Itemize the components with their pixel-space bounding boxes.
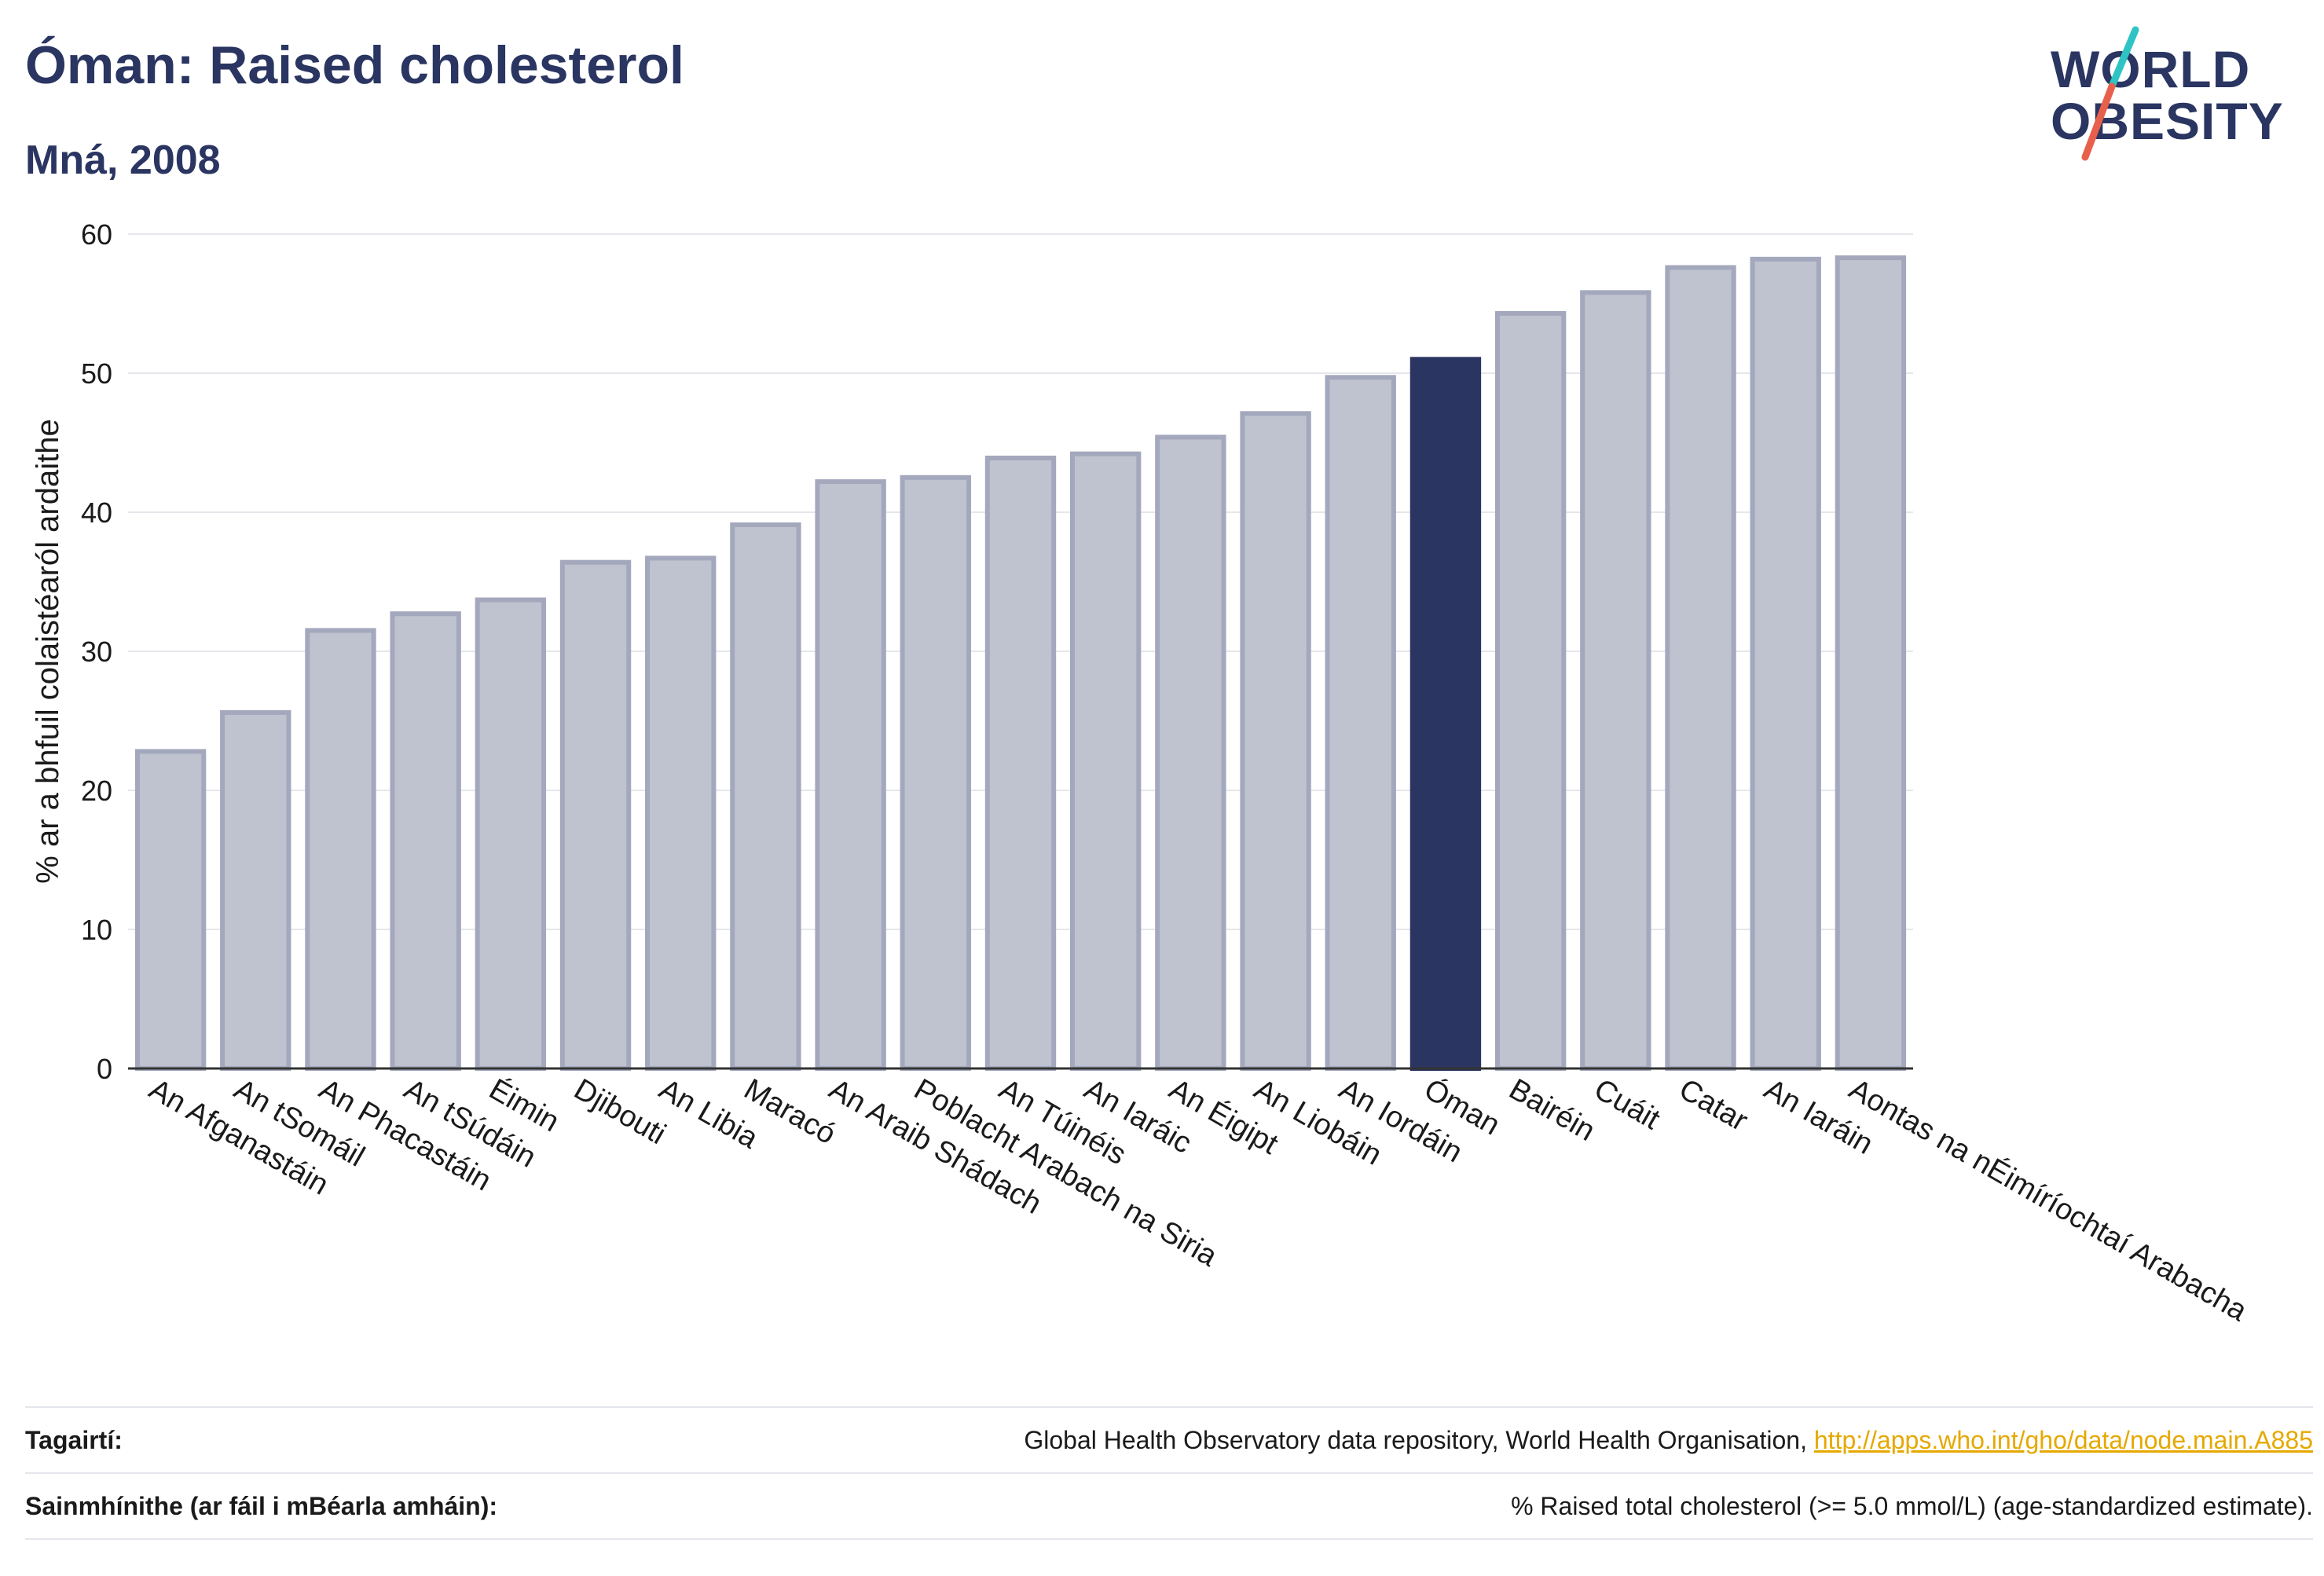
chart-title: Óman: Raised cholesterol bbox=[25, 35, 684, 95]
x-tick-label: Cuáit bbox=[1589, 1072, 1666, 1136]
x-tick-label: Bairéin bbox=[1504, 1072, 1600, 1148]
logo-slash-icon bbox=[2081, 26, 2139, 161]
bar bbox=[1409, 357, 1482, 1071]
bar-chart: 0 10 20 30 40 50 60 % ar a bhfuil colaistéaról … bbox=[31, 218, 2253, 1329]
bar bbox=[1494, 310, 1567, 1071]
logo-line-1: WORLD bbox=[2051, 40, 2251, 98]
definitions-row: Sainmhínithe (ar fáil i mBéarla amháin):… bbox=[25, 1472, 2313, 1540]
chart-subtitle: Mná, 2008 bbox=[25, 137, 221, 183]
bar bbox=[220, 709, 291, 1071]
bar bbox=[645, 555, 717, 1071]
y-tick-label: 40 bbox=[81, 497, 112, 529]
bar bbox=[1665, 265, 1736, 1072]
y-tick-label: 50 bbox=[81, 357, 112, 390]
bar bbox=[984, 455, 1057, 1071]
definitions-label: Sainmhínithe (ar fáil i mBéarla amháin): bbox=[25, 1491, 498, 1520]
definitions-value: % Raised total cholesterol (>= 5.0 mmol/… bbox=[1511, 1491, 2313, 1520]
bar bbox=[900, 475, 972, 1071]
bar bbox=[305, 628, 376, 1071]
x-tick-label: Djibouti bbox=[569, 1072, 672, 1151]
sources-label: Tagairtí: bbox=[25, 1425, 123, 1454]
y-tick-label: 30 bbox=[81, 636, 112, 668]
bar bbox=[1325, 375, 1396, 1071]
sources-link[interactable]: http://apps.who.int/gho/data/node.main.A… bbox=[1813, 1425, 2313, 1454]
bar bbox=[390, 611, 461, 1071]
y-tick-label: 60 bbox=[81, 218, 112, 251]
bar bbox=[815, 479, 886, 1071]
bar bbox=[1580, 290, 1651, 1071]
sources-row: Tagairtí: Global Health Observatory data… bbox=[25, 1406, 2313, 1472]
bar bbox=[1069, 451, 1142, 1071]
bar bbox=[730, 522, 801, 1071]
x-tick-label: Catar bbox=[1673, 1072, 1754, 1138]
y-tick-label: 0 bbox=[97, 1053, 112, 1085]
bar bbox=[1240, 411, 1311, 1071]
bar bbox=[559, 559, 632, 1071]
bar bbox=[1835, 255, 1907, 1072]
y-axis-label: % ar a bhfuil colaistéaról ardaithe bbox=[31, 419, 65, 883]
references-table: Tagairtí: Global Health Observatory data… bbox=[25, 1406, 2313, 1540]
y-tick-label: 10 bbox=[81, 914, 112, 946]
bar bbox=[475, 597, 547, 1071]
world-obesity-logo: WORLD OBESITY bbox=[2051, 24, 2310, 165]
x-tick-label: Aontas na nÉimíríochtaí Arabacha bbox=[1843, 1072, 2253, 1329]
bar bbox=[1750, 256, 1821, 1071]
bar bbox=[134, 749, 207, 1071]
y-tick-label: 20 bbox=[81, 775, 112, 807]
sources-text: Global Health Observatory data repositor… bbox=[1024, 1425, 1814, 1454]
bar bbox=[1155, 434, 1226, 1071]
sources-value: Global Health Observatory data repositor… bbox=[1024, 1426, 2313, 1455]
